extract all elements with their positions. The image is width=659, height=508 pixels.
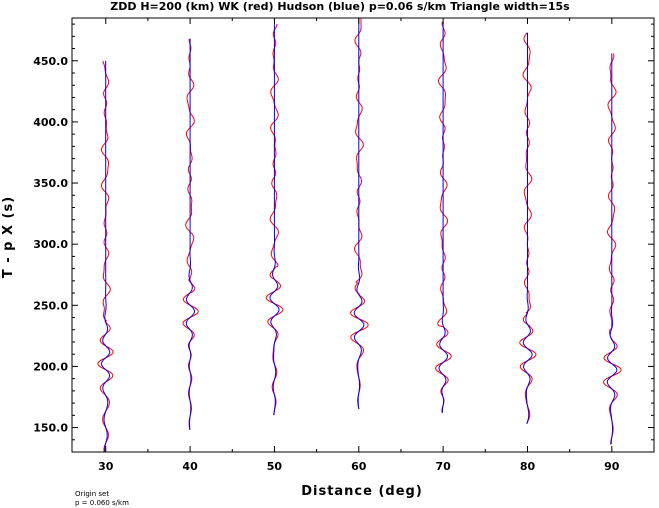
hudson-trace-50 <box>269 24 280 416</box>
x-tick-label-50: 50 <box>267 460 283 473</box>
x-tick-label-30: 30 <box>98 460 114 473</box>
hudson-trace-60 <box>353 18 365 410</box>
plot-border <box>71 17 655 453</box>
y-axis-label: T - p X (s) <box>1 196 16 278</box>
footnote-origin: Origin set <box>75 490 109 498</box>
y-tick-label-150: 150.0 <box>33 422 68 435</box>
x-axis-label: Distance (deg) <box>301 484 423 499</box>
hudson-trace-80 <box>522 32 533 424</box>
x-tick-label-80: 80 <box>520 460 536 473</box>
wk-trace-60 <box>349 17 369 410</box>
x-tick-label-60: 60 <box>351 460 367 473</box>
y-tick-label-250: 250.0 <box>33 299 68 312</box>
hudson-trace-70 <box>438 21 448 413</box>
x-tick-label-40: 40 <box>182 460 198 473</box>
y-tick-label-350: 350.0 <box>33 177 68 190</box>
footnote-slowness: p = 0.060 s/km <box>75 499 129 507</box>
wk-trace-40 <box>182 38 199 430</box>
hudson-trace-30 <box>100 60 111 452</box>
y-tick-label-450: 450.0 <box>33 55 68 68</box>
hudson-trace-90 <box>606 53 618 445</box>
x-tick-label-90: 90 <box>604 460 620 473</box>
chart-title: ZDD H=200 (km) WK (red) Hudson (blue) p=… <box>110 0 570 13</box>
y-tick-label-300: 300.0 <box>33 238 68 251</box>
y-tick-label-400: 400.0 <box>33 116 68 129</box>
x-tick-label-70: 70 <box>435 460 451 473</box>
hudson-trace-40 <box>185 38 195 430</box>
x-axis-ticks: 30 40 50 60 70 80 90 <box>98 18 620 473</box>
seismogram-traces <box>97 17 622 452</box>
plot-frame <box>71 17 655 453</box>
wk-trace-70 <box>435 21 452 413</box>
wk-trace-30 <box>97 60 114 452</box>
y-tick-label-200: 200.0 <box>33 360 68 373</box>
y-axis-ticks: 150.0 200.0 250.0 300.0 350.0 400.0 450.0 <box>33 23 654 441</box>
